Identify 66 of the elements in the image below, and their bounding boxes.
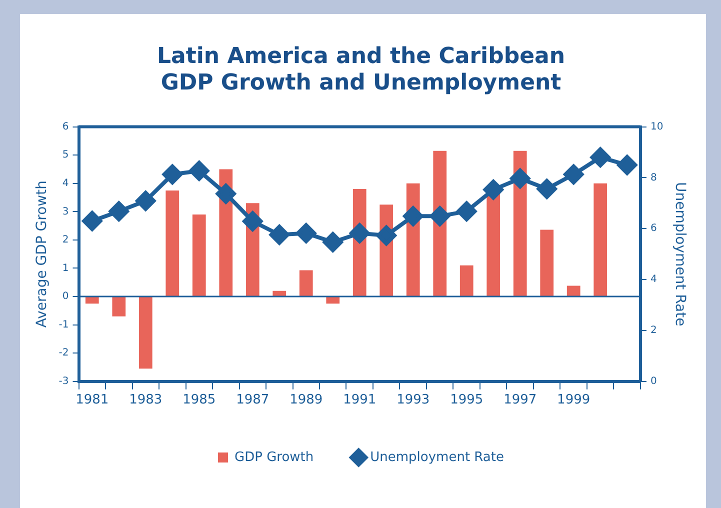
point xyxy=(269,224,290,245)
bar xyxy=(299,270,313,296)
y-tick-label: 6 xyxy=(62,121,69,132)
y2-tick-label: 10 xyxy=(650,121,664,132)
point xyxy=(510,168,530,188)
y-tick-label: 1 xyxy=(62,262,69,274)
y2-tick-label: 0 xyxy=(650,376,657,387)
point xyxy=(296,223,316,244)
y-tick-label: -3 xyxy=(58,376,69,387)
point xyxy=(430,206,450,226)
bar xyxy=(486,192,500,296)
point xyxy=(82,211,102,231)
point xyxy=(536,178,557,199)
bar xyxy=(138,297,152,369)
y2-tick-label: 4 xyxy=(650,274,657,286)
bar xyxy=(326,297,340,304)
y-tick-label: 0 xyxy=(62,291,69,302)
x-tick-label: 1991 xyxy=(343,392,376,408)
point xyxy=(162,164,182,184)
legend-label: GDP Growth xyxy=(234,450,314,465)
x-tick-label: 1995 xyxy=(450,392,484,408)
y-tick-label: -1 xyxy=(58,319,69,330)
x-tick-label: 1997 xyxy=(504,392,537,408)
bar xyxy=(112,297,126,316)
bar xyxy=(540,230,554,296)
point xyxy=(456,201,477,222)
text: Latin America and the Caribbean xyxy=(156,44,566,69)
y2-tick-label: 2 xyxy=(650,325,657,336)
point xyxy=(189,160,210,181)
y-tick-label: 5 xyxy=(62,150,69,161)
y-axis-title: Average GDP Growth xyxy=(34,180,50,328)
point xyxy=(350,223,370,244)
point xyxy=(564,164,584,184)
y2-tick-label: 8 xyxy=(650,172,657,184)
y-tick-label: 4 xyxy=(62,178,69,189)
point xyxy=(108,201,129,222)
x-tick-label: 1983 xyxy=(129,392,162,408)
y-tick-label: 3 xyxy=(62,206,69,218)
bar xyxy=(166,190,180,296)
x-tick-label: 1981 xyxy=(76,392,109,408)
y-tick-label: -2 xyxy=(58,348,69,359)
bar xyxy=(192,214,206,296)
x-tick-label: 1993 xyxy=(396,392,430,408)
point xyxy=(216,184,236,204)
point xyxy=(136,190,156,211)
point xyxy=(242,211,263,232)
point xyxy=(376,226,396,246)
x-tick-label: 1985 xyxy=(182,392,216,408)
y2-tick-label: 6 xyxy=(650,223,657,234)
y2-axis-title: Unemployment Rate xyxy=(672,182,688,326)
text: GDP Growth and Unemployment xyxy=(160,70,562,96)
y-tick-label: 2 xyxy=(62,234,69,246)
legend-label: Unemployment Rate xyxy=(370,450,504,465)
x-tick-label: 1987 xyxy=(236,392,270,408)
point xyxy=(617,154,638,175)
point xyxy=(483,180,504,200)
x-tick-label: 1989 xyxy=(290,392,323,408)
bar xyxy=(85,297,99,304)
point xyxy=(590,147,610,168)
bar xyxy=(566,286,580,296)
bar xyxy=(272,290,286,296)
bar xyxy=(594,183,608,296)
bar xyxy=(460,265,474,296)
point xyxy=(403,206,424,226)
x-tick-label: 1999 xyxy=(557,392,590,408)
point xyxy=(322,232,343,252)
